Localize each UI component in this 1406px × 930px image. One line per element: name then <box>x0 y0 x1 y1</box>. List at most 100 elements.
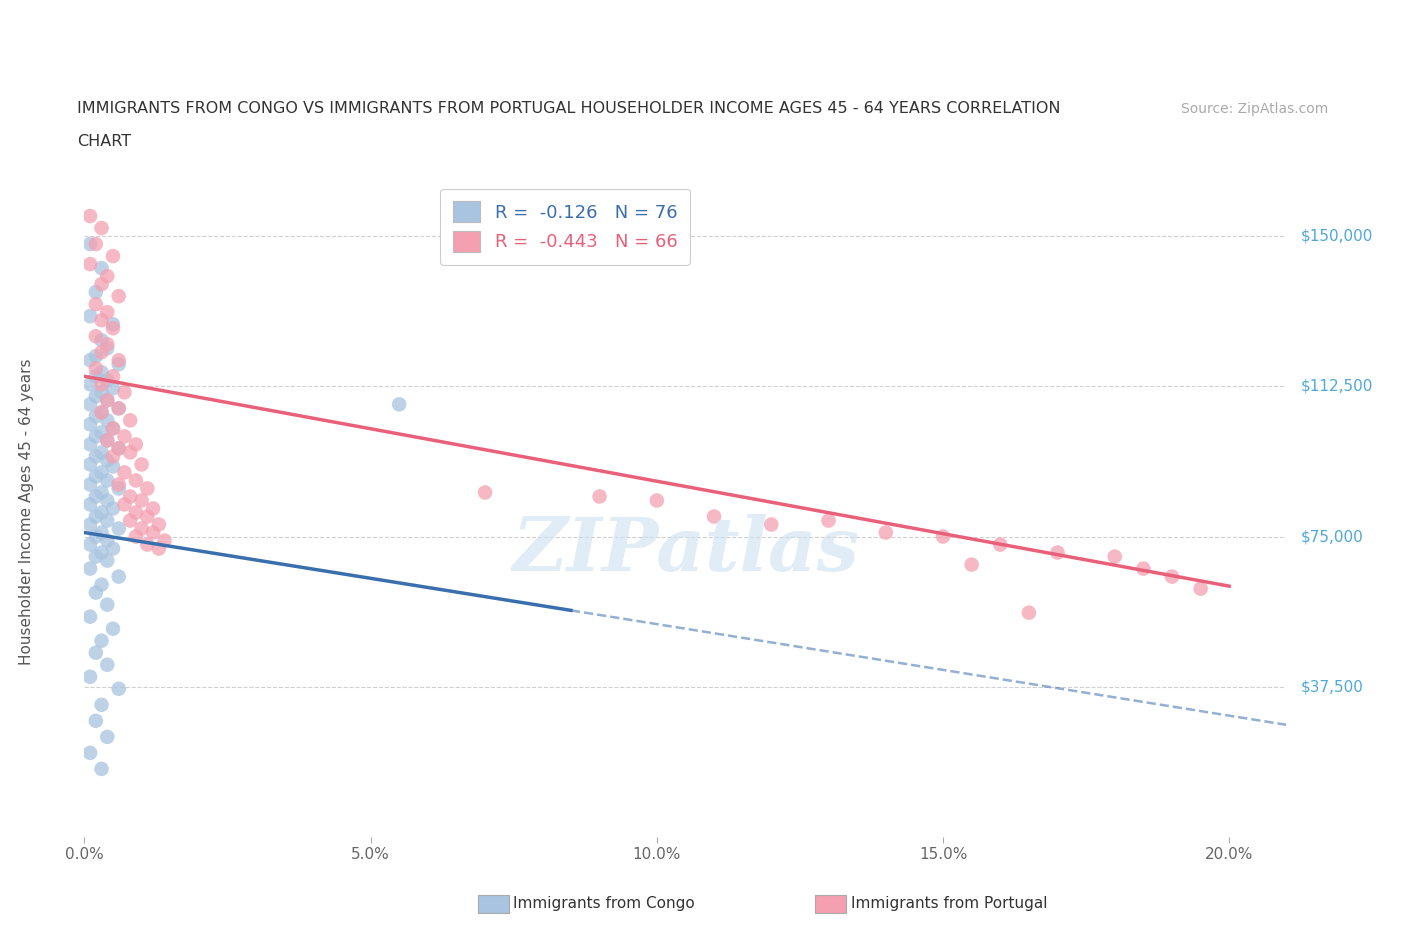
Point <box>90 485 112 500</box>
Point <box>125 473 148 488</box>
Point <box>79 609 101 624</box>
Point <box>120 489 142 504</box>
Text: $112,500: $112,500 <box>1301 379 1372 393</box>
Point <box>136 481 159 496</box>
Point <box>988 538 1011 552</box>
Point <box>96 533 118 548</box>
Point <box>120 445 142 459</box>
Point <box>761 517 783 532</box>
Point <box>107 477 129 492</box>
Point <box>96 433 118 448</box>
Text: $150,000: $150,000 <box>1301 229 1372 244</box>
Point <box>90 365 112 379</box>
Point <box>1104 549 1126 564</box>
Point <box>79 236 101 251</box>
Point <box>131 521 153 536</box>
Point <box>90 633 112 648</box>
Point <box>148 541 170 556</box>
Point <box>79 561 101 576</box>
Point <box>101 421 124 436</box>
Point <box>90 277 112 292</box>
Point <box>96 493 118 508</box>
Point <box>90 312 112 327</box>
Point <box>120 513 142 528</box>
Point <box>96 373 118 388</box>
Point <box>131 457 153 472</box>
Point <box>96 729 118 744</box>
Point <box>1046 545 1069 560</box>
Point <box>388 397 411 412</box>
Point <box>96 392 118 407</box>
Point <box>84 361 107 376</box>
Text: $75,000: $75,000 <box>1301 529 1364 544</box>
Point <box>90 465 112 480</box>
Point <box>101 449 124 464</box>
Point <box>79 208 101 223</box>
Text: Source: ZipAtlas.com: Source: ZipAtlas.com <box>1181 102 1329 116</box>
Point <box>645 493 668 508</box>
Point <box>90 405 112 419</box>
Point <box>101 369 124 384</box>
Point <box>79 257 101 272</box>
Point <box>84 389 107 404</box>
Text: Immigrants from Congo: Immigrants from Congo <box>513 897 695 911</box>
Point <box>84 645 107 660</box>
Point <box>101 381 124 396</box>
Point <box>114 385 135 400</box>
Point <box>703 509 725 524</box>
Point <box>107 401 129 416</box>
Text: Immigrants from Portugal: Immigrants from Portugal <box>851 897 1047 911</box>
Point <box>142 525 165 540</box>
Point <box>107 352 129 367</box>
Point <box>90 698 112 712</box>
Text: $37,500: $37,500 <box>1301 679 1364 695</box>
Point <box>120 413 142 428</box>
Point <box>1132 561 1154 576</box>
Point <box>107 441 129 456</box>
Point <box>90 405 112 419</box>
Point <box>107 401 129 416</box>
Point <box>90 525 112 540</box>
Point <box>84 329 107 344</box>
Point <box>84 349 107 364</box>
Point <box>107 682 129 697</box>
Point <box>79 437 101 452</box>
Point <box>79 397 101 412</box>
Point <box>875 525 897 540</box>
Point <box>107 288 129 303</box>
Point <box>79 517 101 532</box>
Point <box>96 413 118 428</box>
Point <box>107 481 129 496</box>
Point <box>107 521 129 536</box>
Point <box>153 533 176 548</box>
Point <box>79 457 101 472</box>
Point <box>125 437 148 452</box>
Point <box>125 529 148 544</box>
Point <box>90 385 112 400</box>
Point <box>84 509 107 524</box>
Point <box>79 417 101 432</box>
Point <box>84 297 107 312</box>
Point <box>90 333 112 348</box>
Point <box>107 441 129 456</box>
Point <box>131 493 153 508</box>
Point <box>136 509 159 524</box>
Point <box>79 538 101 552</box>
Point <box>114 497 135 512</box>
Point <box>84 285 107 299</box>
Point <box>96 658 118 672</box>
Point <box>84 529 107 544</box>
Point <box>90 260 112 275</box>
Point <box>101 248 124 263</box>
Point <box>101 501 124 516</box>
Point <box>90 220 112 235</box>
Point <box>84 236 107 251</box>
Point <box>84 409 107 424</box>
Point <box>79 309 101 324</box>
Point <box>84 549 107 564</box>
Point <box>474 485 496 500</box>
Point <box>96 433 118 448</box>
Point <box>79 746 101 761</box>
Point <box>96 553 118 568</box>
Legend: R =  -0.126   N = 76, R =  -0.443   N = 66: R = -0.126 N = 76, R = -0.443 N = 66 <box>440 189 690 264</box>
